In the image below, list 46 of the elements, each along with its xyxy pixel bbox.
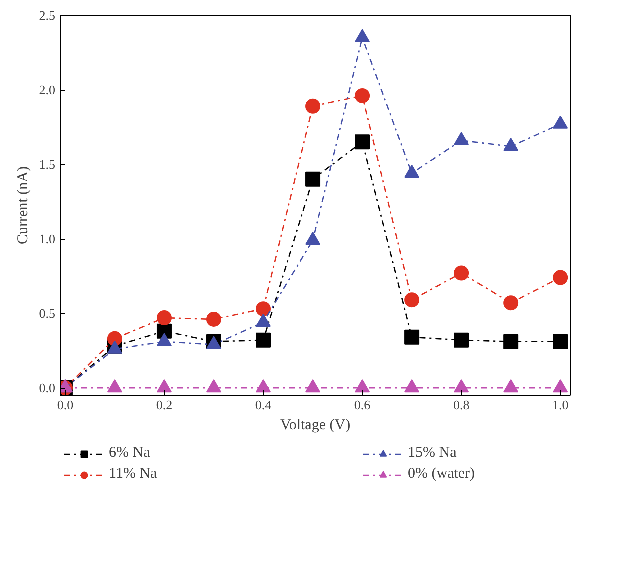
point [206,312,222,327]
point [454,379,470,393]
point [306,172,321,187]
y-axis-title: Current (nA) [15,166,32,244]
point [206,379,222,393]
point [404,292,420,308]
point [553,334,568,350]
x-axis-title: Voltage (V) [280,418,351,434]
point [107,379,122,393]
point [504,296,519,311]
x-tick-label: 0.0 [57,398,74,412]
point [306,379,321,393]
y-tick-label: 1.0 [39,232,56,247]
point [256,332,272,348]
point [355,88,370,104]
legend-label: 6% Na [109,445,152,462]
point [404,379,420,393]
y-tick-label: 2.5 [39,8,56,23]
legend-label: 15% Na [408,445,458,462]
point [256,314,272,328]
point [553,379,568,393]
x-tick-label: 0.6 [354,398,372,412]
point [553,270,568,286]
point [156,333,172,346]
point [256,302,272,317]
x-tick-label: 0.2 [156,398,173,412]
point [156,379,172,393]
legend-label: 11% Na [109,466,158,483]
x-tick-label: 0.4 [255,398,272,412]
point [306,98,321,114]
y-tick-label: 0.0 [39,380,56,396]
legend-label: 0% (water) [408,466,476,483]
point [504,334,519,350]
x-tick-label: 0.8 [453,398,470,412]
y-tick-label: 2.0 [39,82,56,98]
point [355,379,370,393]
point [454,266,470,281]
y-tick-label: 0.5 [39,306,56,322]
point [504,379,519,393]
point [355,134,370,150]
x-tick-label: 1.0 [552,398,569,412]
point [404,330,420,345]
point [454,332,470,348]
point [156,310,172,326]
y-tick-label: 1.5 [39,157,56,172]
point [256,379,272,393]
